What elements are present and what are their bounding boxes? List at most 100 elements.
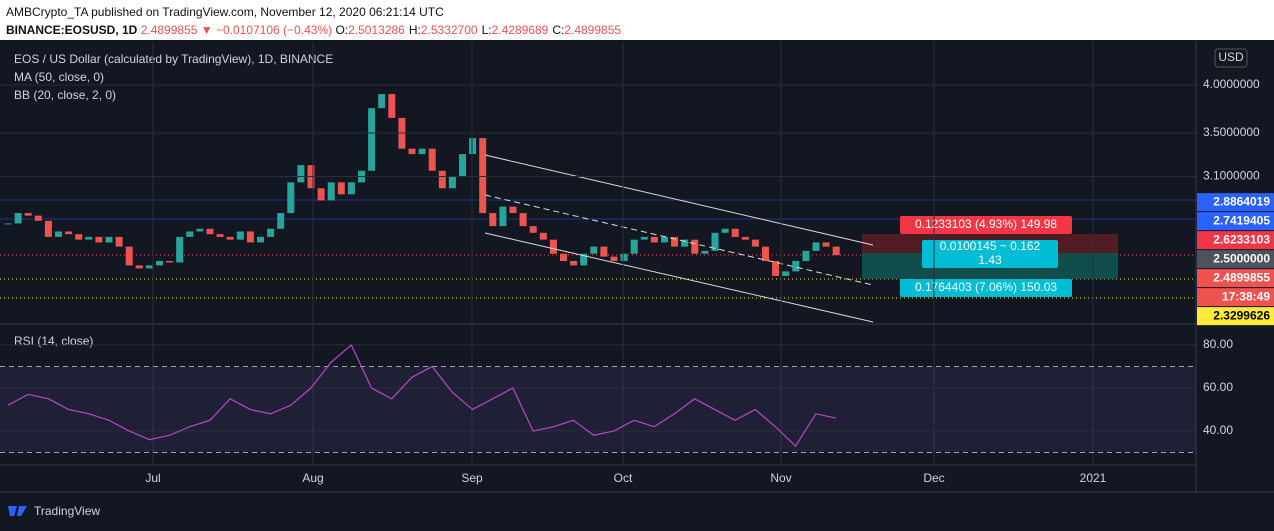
rsi-tick-label: 40.00 — [1203, 423, 1233, 437]
candle — [590, 246, 598, 254]
rsi-tick-label: 80.00 — [1203, 337, 1233, 351]
candle — [711, 232, 719, 251]
candle — [549, 239, 557, 254]
candle — [772, 260, 780, 276]
publisher: AMBCrypto_TA published on TradingView.co… — [6, 5, 444, 19]
candle — [600, 246, 608, 257]
candle — [509, 206, 517, 214]
candle — [317, 188, 325, 201]
price-flag-label: 2.6233103 — [1213, 232, 1270, 246]
y-tick-label: 3.5000000 — [1203, 125, 1260, 139]
x-tick-label: Sep — [461, 471, 483, 485]
x-tick-label: Jul — [145, 471, 160, 485]
indicator-legend: MA (50, close, 0) — [14, 70, 104, 84]
candle — [620, 253, 628, 261]
candle — [792, 260, 800, 272]
candle — [650, 236, 658, 243]
candle — [75, 234, 83, 240]
price-flag-label: 17:38:49 — [1222, 289, 1270, 303]
price-flag — [1197, 231, 1274, 250]
candle — [44, 220, 52, 237]
candle — [741, 236, 749, 240]
stop-label-box — [900, 279, 1072, 297]
price: 2.4899855 — [140, 23, 198, 37]
candle — [731, 228, 739, 237]
candle — [610, 256, 618, 261]
ohlc-label: O: — [335, 23, 349, 37]
candle — [4, 223, 12, 225]
price-flag-label: 2.3299626 — [1213, 308, 1270, 322]
candle — [135, 265, 143, 269]
candle — [671, 236, 679, 247]
candle — [145, 265, 153, 269]
symbol: BINANCE:EOSUSD, 1D — [6, 23, 138, 37]
price-flag — [1197, 269, 1274, 288]
price-flag-label: 2.7419405 — [1213, 213, 1270, 227]
channel-line — [484, 232, 874, 323]
ohlc-value: 2.4899855 — [564, 23, 622, 37]
candle — [489, 213, 497, 227]
candle — [378, 94, 386, 109]
currency-box — [1214, 48, 1248, 68]
x-tick-label: Oct — [614, 471, 633, 485]
x-tick-label: Nov — [770, 471, 791, 485]
candle — [257, 236, 264, 243]
ohlc-value: 2.5013286 — [348, 23, 405, 37]
candle — [267, 228, 275, 237]
candle — [347, 182, 355, 195]
candle — [751, 239, 759, 247]
candle — [95, 236, 103, 243]
candle — [418, 148, 426, 155]
target-label: 0.1233103 (4.93%) 149.98 — [915, 217, 1057, 231]
price-flag-label: 2.8864019 — [1213, 194, 1270, 208]
target-label-box — [900, 216, 1072, 234]
x-tick-label: Dec — [923, 471, 944, 485]
price-flag-label: 2.5000000 — [1213, 251, 1270, 265]
background — [0, 41, 1274, 531]
ratio-box — [922, 240, 1058, 268]
ohlc: O:2.5013286 H:2.5332700 L:2.4289689 C:2.489… — [335, 23, 625, 37]
x-tick-label: 2021 — [1080, 471, 1107, 485]
price-flag — [1197, 250, 1274, 269]
candle — [539, 232, 547, 240]
candle — [105, 236, 113, 243]
y-tick-label: 3.1000000 — [1203, 169, 1260, 183]
candle — [408, 148, 416, 155]
price-flag — [1197, 193, 1274, 212]
candle — [125, 246, 133, 266]
rsi-title: RSI (14, close) — [14, 334, 93, 348]
candle — [287, 182, 295, 214]
price-flag — [1197, 212, 1274, 231]
candle — [832, 246, 840, 256]
rsi-band — [0, 366, 1196, 453]
rsi-line — [7, 343, 837, 448]
candle — [580, 253, 588, 266]
ratio-label: 0.0100145 ~ 0.162 — [940, 239, 1041, 253]
candle — [388, 94, 396, 118]
candle — [782, 271, 790, 276]
candle — [196, 228, 204, 232]
price-flag — [1197, 288, 1274, 307]
candle — [24, 213, 32, 216]
candle — [65, 231, 73, 235]
candle — [661, 236, 668, 243]
candle — [570, 260, 578, 266]
candle — [226, 236, 234, 240]
candle — [499, 206, 507, 227]
candle — [802, 250, 810, 261]
indicator-legend: BB (20, close, 2, 0) — [14, 88, 116, 102]
candle — [156, 260, 163, 266]
rsi-tick-label: 60.00 — [1203, 380, 1233, 394]
candle — [368, 108, 376, 171]
candle — [640, 236, 648, 240]
candle — [236, 231, 244, 240]
candle — [337, 182, 345, 195]
candle — [14, 213, 22, 224]
candle — [459, 154, 466, 177]
candle — [762, 246, 769, 261]
chart-title: EOS / US Dollar (calculated by TradingVi… — [14, 52, 333, 66]
candle — [448, 176, 456, 189]
candle — [277, 213, 285, 229]
ohlc-value: 2.5332700 — [420, 23, 478, 37]
